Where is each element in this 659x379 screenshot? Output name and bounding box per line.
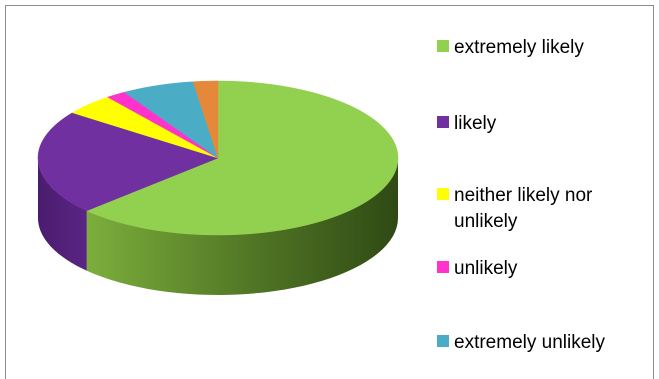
pie-slice-extremely-unlikely [123, 81, 219, 159]
chart-area [5, 5, 654, 379]
pie-slice-neither-likely-nor-unlikely [71, 96, 219, 159]
legend-label: neither likely nor unlikely [454, 185, 593, 232]
legend-label: likely [454, 113, 497, 134]
legend-swatch-icon [437, 116, 449, 128]
pie-slice-likely [37, 112, 219, 211]
pie-slice-other [192, 80, 219, 159]
legend-swatch-icon [437, 261, 449, 273]
legend: extremely likely likely neither likely n… [437, 0, 657, 379]
legend-item-extremely-unlikely: extremely unlikely [437, 330, 654, 356]
pie-chart [37, 80, 399, 295]
legend-label: extremely unlikely [454, 332, 605, 353]
pie-side-extremely-likely [86, 158, 398, 295]
legend-item-likely: likely [437, 111, 654, 137]
pie-slice-extremely-likely [86, 80, 399, 236]
legend-item-unlikely: unlikely [437, 256, 654, 282]
legend-swatch-icon [437, 188, 449, 200]
pie-slice-unlikely [107, 91, 219, 159]
legend-swatch-icon [437, 335, 449, 347]
legend-item-extremely-likely: extremely likely [437, 35, 654, 61]
legend-item-neither: neither likely nor unlikely [437, 183, 644, 235]
pie-top-slices [37, 80, 399, 236]
legend-swatch-icon [437, 40, 449, 52]
legend-label: extremely likely [454, 37, 584, 58]
legend-label: unlikely [454, 258, 518, 279]
